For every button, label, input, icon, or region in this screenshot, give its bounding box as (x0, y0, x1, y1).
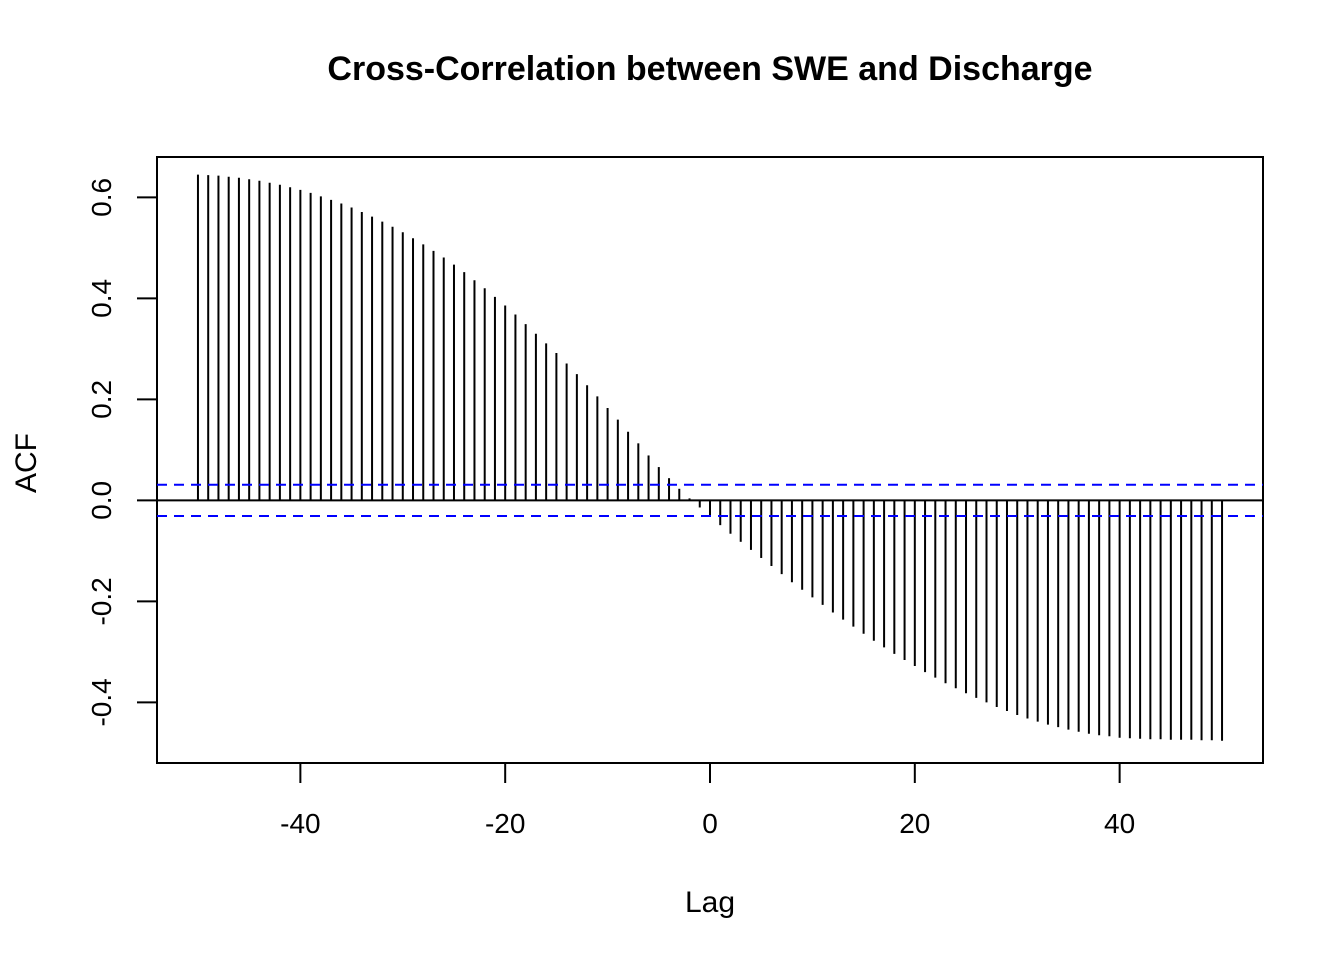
chart-title: Cross-Correlation between SWE and Discha… (327, 50, 1092, 88)
x-axis: -40 -20 0 20 40 (280, 763, 1135, 839)
y-tick-label: -0.2 (86, 577, 117, 625)
y-axis-label: ACF (10, 433, 43, 493)
y-tick-label: 0.0 (86, 481, 117, 520)
x-axis-label: Lag (685, 886, 735, 919)
x-tick-label: 40 (1104, 808, 1135, 839)
y-tick-label: 0.2 (86, 380, 117, 419)
x-tick-label: 0 (702, 808, 718, 839)
y-tick-label: 0.6 (86, 178, 117, 217)
y-tick-label: -0.4 (86, 678, 117, 726)
y-axis: -0.4 -0.2 0.0 0.2 0.4 0.6 (86, 178, 157, 727)
stem-series (196, 174, 1224, 741)
x-tick-label: -20 (485, 808, 525, 839)
x-tick-label: 20 (899, 808, 930, 839)
plot-frame (156, 156, 1264, 764)
x-tick-label: -40 (280, 808, 320, 839)
y-tick-label: 0.4 (86, 279, 117, 318)
